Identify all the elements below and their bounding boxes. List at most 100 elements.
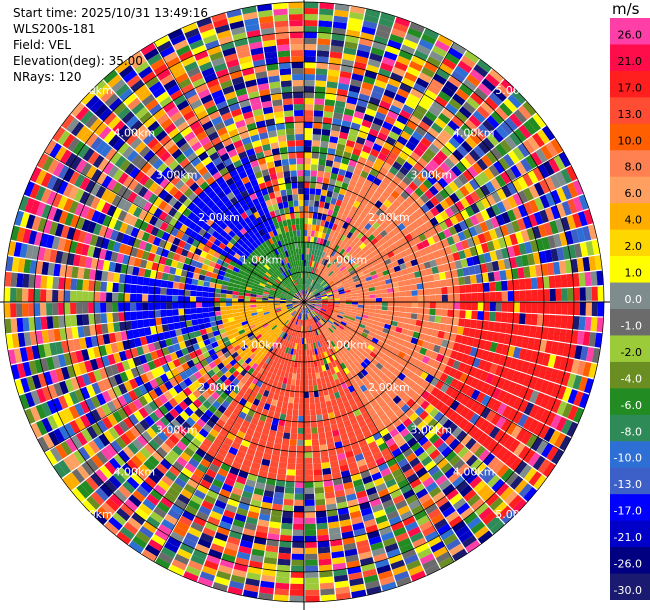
range-gate	[362, 20, 378, 30]
range-gate	[489, 341, 498, 353]
range-gate	[289, 595, 304, 602]
range-gate	[408, 499, 421, 510]
range-gate	[420, 203, 430, 214]
range-gate	[449, 350, 459, 360]
range-gate	[358, 419, 367, 428]
range-gate	[160, 280, 168, 288]
range-gate	[430, 78, 444, 91]
range-gate	[309, 260, 313, 267]
range-gate	[338, 291, 345, 295]
range-gate	[346, 372, 353, 380]
range-gate	[369, 298, 376, 302]
range-gate	[312, 290, 318, 295]
range-gate	[464, 275, 471, 285]
range-gate	[451, 42, 467, 55]
range-gate	[327, 234, 333, 242]
range-gate	[550, 205, 561, 220]
range-gate	[353, 200, 361, 209]
range-gate	[10, 303, 17, 318]
range-gate	[455, 88, 470, 101]
range-gate	[400, 345, 409, 354]
range-gate	[326, 153, 335, 161]
range-gate	[528, 199, 539, 213]
range-gate	[364, 338, 372, 345]
range-gate	[443, 124, 456, 137]
range-gate	[335, 269, 342, 276]
range-gate	[458, 530, 474, 543]
range-gate	[315, 303, 322, 305]
range-gate	[428, 281, 436, 289]
range-gate	[306, 254, 309, 261]
range-gate	[483, 231, 493, 242]
range-gate	[377, 132, 388, 142]
range-gate	[357, 259, 365, 266]
range-gate	[294, 391, 300, 398]
range-gate	[402, 340, 411, 348]
range-gate	[338, 309, 346, 313]
range-gate	[469, 132, 482, 145]
range-gate	[347, 411, 356, 420]
range-gate	[472, 338, 481, 348]
range-gate	[380, 332, 388, 339]
range-gate	[330, 264, 336, 271]
range-gate	[304, 170, 311, 177]
range-gate	[309, 286, 313, 292]
range-gate	[406, 398, 416, 408]
range-gate	[278, 552, 291, 560]
range-gate	[492, 460, 505, 474]
range-gate	[367, 209, 376, 218]
range-gate	[313, 308, 320, 313]
range-gate	[305, 307, 309, 314]
range-gate	[328, 263, 335, 270]
range-gate	[388, 329, 396, 336]
range-gate	[561, 200, 572, 216]
range-gate	[532, 455, 546, 471]
range-gate	[529, 265, 537, 278]
range-gate	[220, 302, 227, 307]
range-gate	[451, 70, 466, 83]
range-gate	[312, 310, 317, 316]
range-gate	[314, 307, 320, 311]
range-gate	[427, 508, 442, 520]
range-gate	[380, 12, 396, 22]
range-gate	[356, 458, 367, 468]
range-gate	[40, 289, 47, 302]
range-gate	[315, 303, 322, 306]
range-gate	[410, 244, 419, 253]
range-gate	[475, 212, 485, 224]
range-gate	[331, 243, 337, 250]
range-gate	[338, 273, 345, 279]
range-gate	[572, 375, 583, 390]
range-gate	[190, 296, 197, 302]
range-gate	[376, 378, 385, 387]
range-gate	[484, 219, 495, 231]
range-gate	[396, 114, 409, 125]
range-gate	[342, 270, 350, 276]
range-gate	[355, 105, 367, 114]
range-gate	[490, 111, 504, 125]
range-gate	[305, 529, 317, 536]
range-gate	[555, 370, 565, 385]
range-gate	[418, 99, 431, 111]
range-gate	[474, 462, 487, 476]
range-gate	[320, 588, 335, 596]
range-gate	[400, 250, 408, 258]
range-gate	[402, 209, 411, 219]
range-gate	[449, 243, 458, 254]
range-gate	[319, 582, 335, 590]
range-gate	[543, 302, 550, 314]
range-gate	[444, 141, 457, 153]
range-gate	[561, 302, 568, 315]
range-gate	[429, 336, 438, 345]
range-gate	[532, 113, 546, 129]
range-gate	[166, 295, 173, 302]
range-gate	[449, 378, 459, 389]
range-gate	[566, 273, 574, 288]
range-gate	[308, 385, 314, 392]
range-gate	[160, 287, 167, 295]
range-gate	[313, 291, 320, 296]
range-gate	[311, 324, 315, 331]
range-gate	[520, 158, 533, 173]
range-gate	[376, 271, 384, 278]
range-gate	[433, 437, 444, 449]
